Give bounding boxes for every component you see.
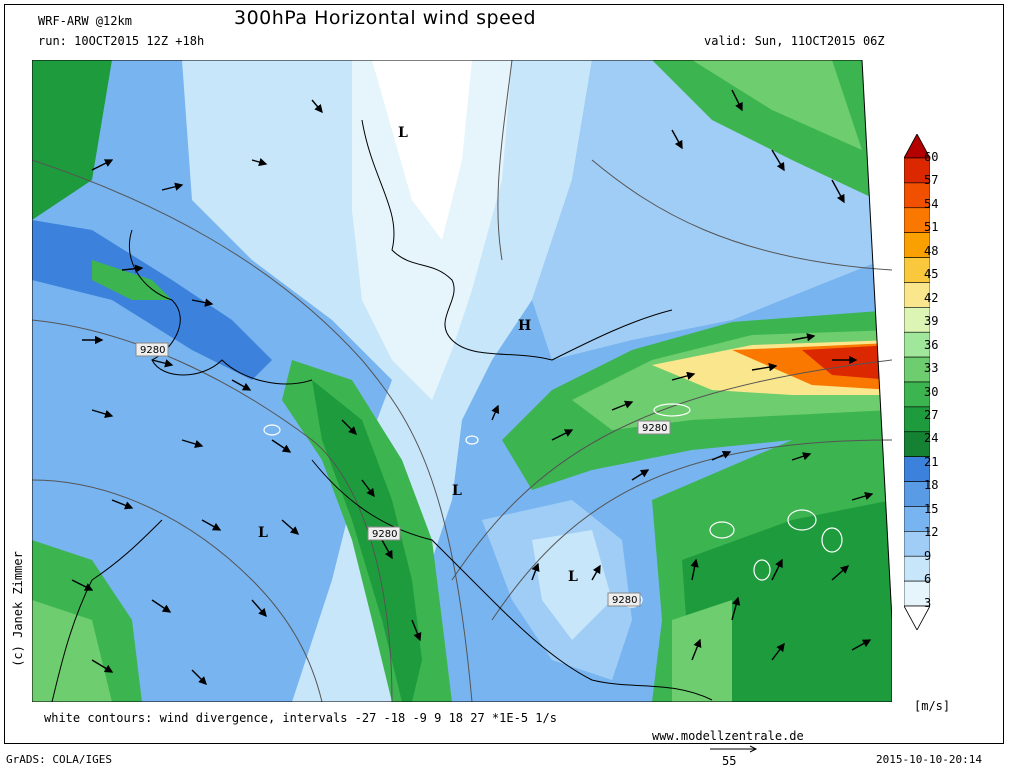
color-scale-label: 12 — [924, 525, 939, 540]
color-scale-cell — [904, 182, 930, 209]
wind-speed-field — [32, 60, 892, 702]
color-scale-cells — [904, 157, 930, 607]
wind-speed-map: 9280 9280 9280 9280 L H L L L — [32, 60, 892, 702]
color-scale-label: 27 — [924, 407, 939, 422]
color-scale-label: 24 — [924, 431, 939, 446]
color-scale-label: 9 — [924, 548, 932, 563]
color-scale-cell — [904, 282, 930, 308]
copyright-label: (c) Janek Zimmer — [11, 551, 25, 667]
low-center: L — [258, 525, 268, 541]
color-scale-label: 39 — [924, 314, 939, 329]
divergence-note: white contours: wind divergence, interva… — [44, 711, 557, 725]
generated-datetime: 2015-10-10-20:14 — [876, 753, 982, 766]
color-scale-label: 30 — [924, 384, 939, 399]
valid-time-label: valid: Sun, 11OCT2015 06Z — [704, 34, 885, 48]
reference-vector-label: 55 — [722, 754, 737, 768]
color-scale-cell — [904, 157, 930, 184]
low-center: L — [398, 125, 408, 141]
high-center: H — [518, 318, 531, 334]
contour-label-9280: 9280 — [642, 423, 667, 434]
color-scale-cell — [904, 307, 930, 333]
color-scale-label: 33 — [924, 361, 939, 376]
color-scale-label: 54 — [924, 196, 939, 211]
geopotential-contours — [32, 60, 892, 702]
run-label: run: 10OCT2015 12Z +18h — [38, 34, 205, 48]
color-scale-label: 18 — [924, 478, 939, 493]
plot-frame — [4, 4, 1004, 744]
color-scale-bar — [904, 134, 930, 630]
color-scale-label: 48 — [924, 243, 939, 258]
color-scale-cell — [904, 331, 930, 358]
color-scale-label: 3 — [924, 595, 932, 610]
contour-label-9280: 9280 — [372, 529, 397, 540]
color-scale-label: 21 — [924, 454, 939, 469]
color-scale-label: 45 — [924, 267, 939, 282]
pressure-centers: L H L L L — [258, 125, 578, 585]
contour-label-9280: 9280 — [612, 595, 637, 606]
reference-vector-arrow — [710, 745, 758, 753]
wind-vectors — [71, 89, 874, 685]
low-center: L — [452, 483, 462, 499]
color-scale-cell — [904, 506, 930, 532]
low-center: L — [568, 569, 578, 585]
website-label: www.modellzentrale.de — [652, 729, 804, 743]
color-scale-cell — [904, 456, 930, 482]
color-scale-cell — [904, 381, 930, 408]
color-scale-label: 51 — [924, 220, 939, 235]
color-scale-cell — [904, 431, 930, 457]
map-title: 300hPa Horizontal wind speed — [234, 7, 537, 29]
pressure-labels: 9280 9280 9280 9280 — [135, 342, 671, 607]
color-scale-label: 15 — [924, 501, 939, 516]
divergence-contours — [263, 403, 843, 608]
units-label: [m/s] — [914, 699, 951, 713]
model-label: WRF-ARW @12km — [38, 14, 132, 28]
color-scale-cell — [904, 481, 930, 507]
color-scale-label: 36 — [924, 337, 939, 352]
color-scale-label: 57 — [924, 173, 939, 188]
color-scale-label: 6 — [924, 572, 932, 587]
software-label: GrADS: COLA/IGES — [6, 753, 112, 766]
color-scale-label: 42 — [924, 290, 939, 305]
color-scale-cell — [904, 232, 930, 258]
color-scale-label: 60 — [924, 150, 939, 164]
contour-label-9280: 9280 — [140, 345, 165, 356]
